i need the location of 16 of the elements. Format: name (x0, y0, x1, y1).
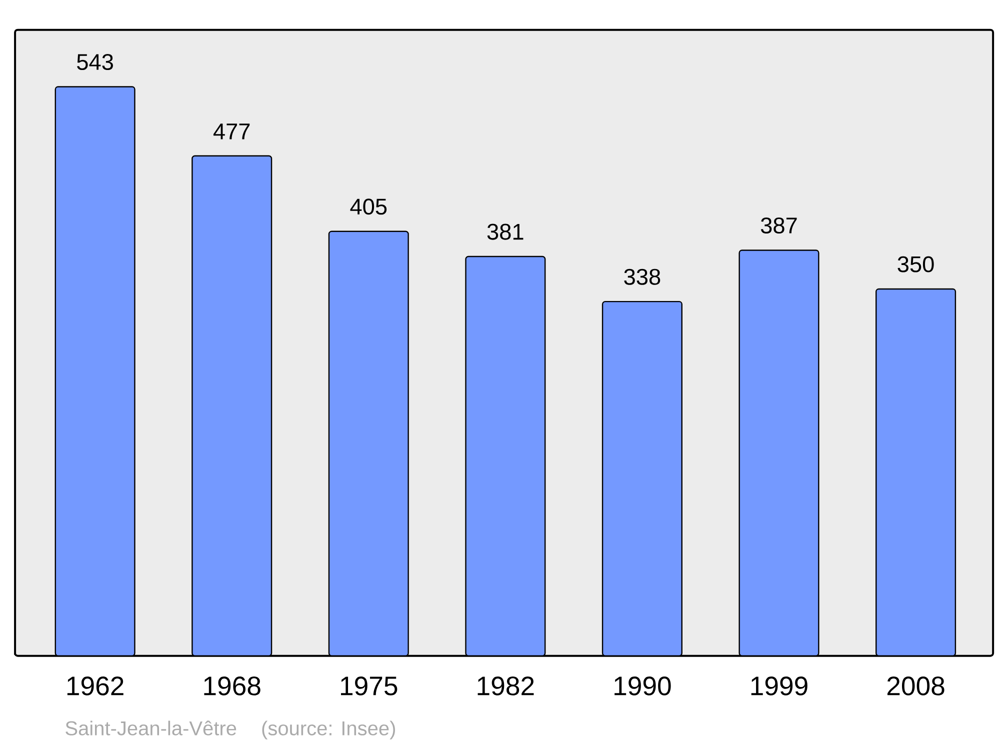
x-tick-label: 1999 (751, 676, 808, 696)
data-label: 338 (624, 268, 660, 285)
x-tick-label: 1968 (204, 676, 260, 696)
data-label: 405 (350, 198, 387, 215)
x-tick-label: 1962 (67, 676, 124, 696)
text: (source: Insee) (262, 720, 395, 740)
text: Saint-Jean-la-Vêtre (66, 720, 236, 736)
x-tick-label: 1975 (341, 676, 398, 696)
x-tick-label: 2008 (887, 676, 944, 696)
x-tick-label: 1990 (614, 676, 671, 696)
data-label: 387 (760, 217, 797, 234)
x-tick-label: 1982 (478, 676, 534, 696)
data-label: 543 (77, 54, 113, 70)
data-label: 381 (487, 224, 524, 240)
data-label: 477 (213, 124, 250, 140)
data-label: 350 (898, 256, 934, 272)
